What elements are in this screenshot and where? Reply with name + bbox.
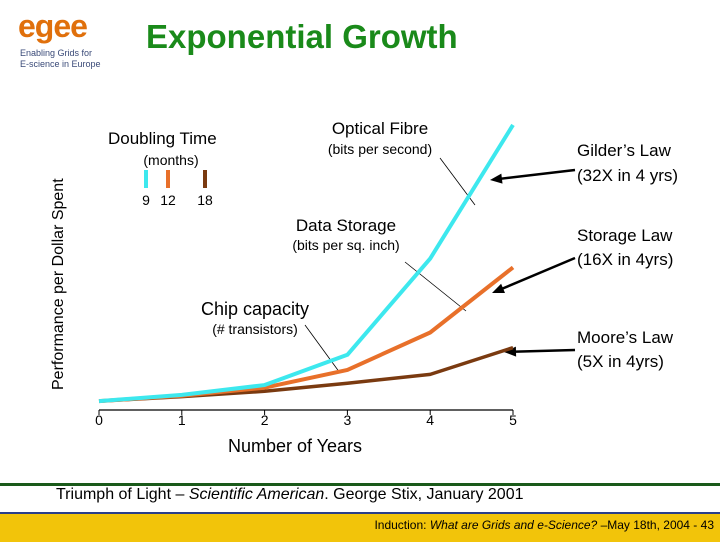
annotation-title-1: Gilder’s Law	[577, 141, 672, 160]
caption-divider	[0, 483, 720, 486]
series-label-3: Chip capacity	[201, 299, 309, 319]
x-tick-label: 1	[178, 412, 186, 428]
annotation-arrow-head	[490, 173, 503, 184]
slide-footer: Induction: What are Grids and e-Science?…	[0, 512, 720, 542]
series-label-1: Optical Fibre	[332, 119, 428, 138]
slide-title: Exponential Growth	[146, 18, 458, 55]
logo-subtitle-line2: E-science in Europe	[20, 59, 101, 69]
x-tick-label: 2	[261, 412, 269, 428]
series-sublabel-2: (bits per sq. inch)	[292, 237, 399, 253]
annotation-title-3: Moore’s Law	[577, 328, 674, 347]
series-sublabel-1: (bits per second)	[328, 141, 432, 157]
legend-title: Doubling Time	[108, 129, 217, 148]
footer-prefix: Induction:	[374, 518, 430, 532]
series-line-2	[98, 265, 515, 404]
series-line-1	[98, 123, 515, 404]
caption-prefix: Triumph of Light –	[56, 486, 189, 503]
annotation-detail-3: (5X in 4yrs)	[577, 352, 664, 371]
legend-item-label: 9	[142, 192, 150, 208]
x-tick-label: 3	[344, 412, 352, 428]
annotation-detail-1: (32X in 4 yrs)	[577, 166, 678, 185]
logo-wordmark: egee	[18, 8, 88, 44]
x-tick-label: 4	[426, 412, 434, 428]
x-tick-label: 0	[95, 412, 103, 428]
legend-item-label: 18	[197, 192, 213, 208]
x-tick-label: 5	[509, 412, 517, 428]
footer-suffix: –May 18th, 2004 -	[597, 518, 701, 532]
logo-subtitle-line1: Enabling Grids for	[20, 48, 93, 58]
annotation-arrow-shaft	[497, 168, 576, 181]
series-leader-line	[304, 324, 341, 374]
series-sublabel-3: (# transistors)	[212, 321, 298, 337]
annotation-detail-2: (16X in 4yrs)	[577, 250, 673, 269]
caption-italic: Scientific American	[188, 486, 325, 503]
series-line-3	[98, 345, 514, 403]
annotation-arrow-shaft	[499, 256, 576, 291]
egee-logo: egee Enabling Grids for E-science in Eur…	[18, 8, 118, 70]
footer-text: Induction: What are Grids and e-Science?…	[374, 518, 714, 532]
source-caption: Triumph of Light – Scientific American. …	[56, 486, 524, 504]
series-leader-line	[404, 261, 467, 312]
legend-subtitle: (months)	[143, 152, 198, 168]
x-axis-label: Number of Years	[228, 436, 362, 456]
legend-item-label: 12	[160, 192, 176, 208]
annotation-title-2: Storage Law	[577, 226, 673, 245]
series-label-2: Data Storage	[296, 216, 396, 235]
annotation-arrow-shaft	[511, 348, 576, 354]
footer-page-number: 43	[700, 518, 714, 532]
footer-italic: What are Grids and e-Science?	[429, 518, 598, 532]
annotation-arrow-head	[492, 283, 505, 293]
caption-suffix: . George Stix, January 2001	[324, 486, 524, 503]
